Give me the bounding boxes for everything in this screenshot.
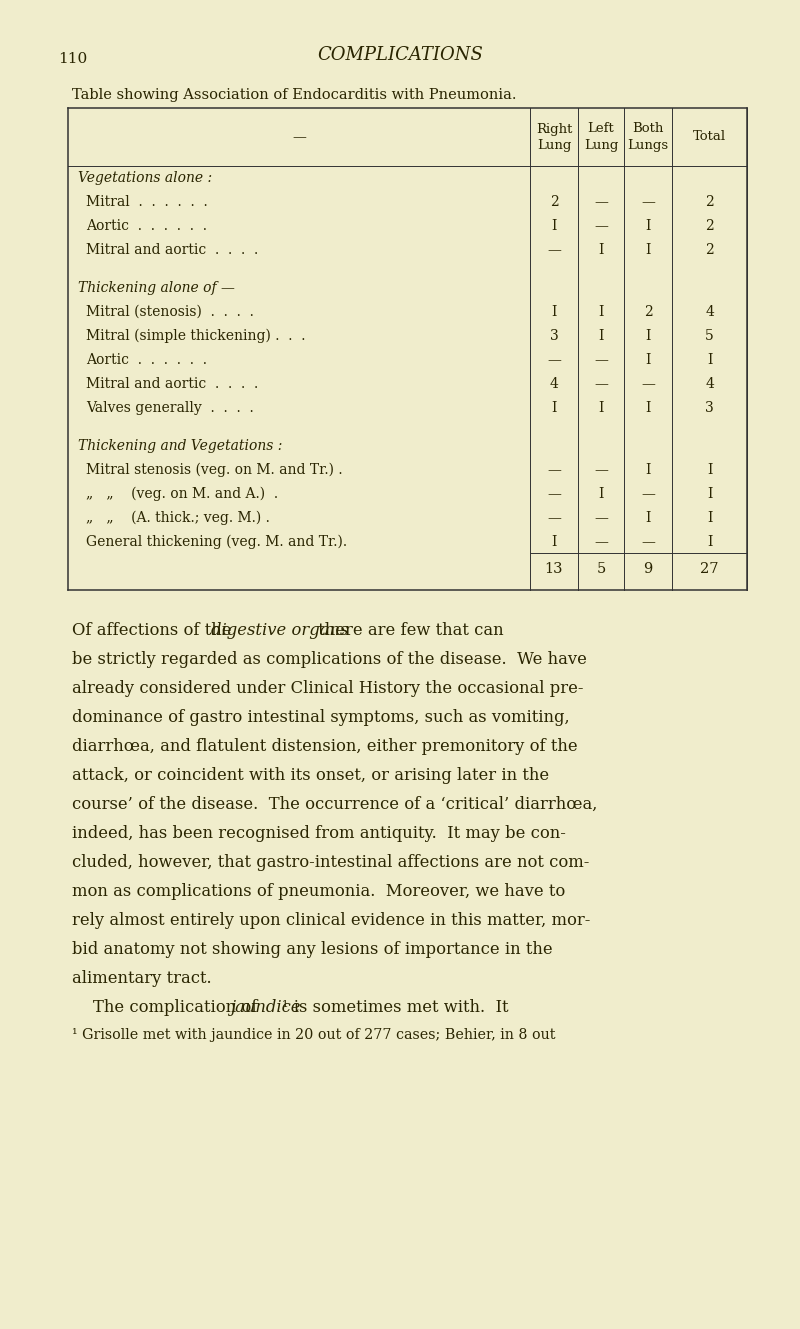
Text: 2: 2 (550, 195, 558, 209)
Text: 3: 3 (550, 330, 558, 343)
Text: rely almost entirely upon clinical evidence in this matter, mor-: rely almost entirely upon clinical evide… (72, 912, 590, 929)
Text: I: I (707, 462, 712, 477)
Text: I: I (598, 243, 604, 256)
Text: Aortic  .  .  .  .  .  .: Aortic . . . . . . (86, 354, 207, 367)
Text: I: I (551, 219, 557, 233)
Text: The complication of: The complication of (72, 999, 262, 1015)
Text: Thickening alone of —: Thickening alone of — (78, 280, 235, 295)
Text: Left
Lung: Left Lung (584, 122, 618, 152)
Text: 4: 4 (705, 304, 714, 319)
Text: dominance of gastro intestinal symptoms, such as vomiting,: dominance of gastro intestinal symptoms,… (72, 708, 570, 726)
Text: —: — (547, 510, 561, 525)
Text: I: I (707, 354, 712, 367)
Text: —: — (594, 462, 608, 477)
Text: —: — (547, 486, 561, 501)
Text: —: — (641, 536, 655, 549)
Text: diarrhœa, and flatulent distension, either premonitory of the: diarrhœa, and flatulent distension, eith… (72, 738, 578, 755)
Text: 13: 13 (545, 562, 563, 575)
Text: Mitral and aortic  .  .  .  .: Mitral and aortic . . . . (86, 377, 258, 391)
Text: 5: 5 (705, 330, 714, 343)
Text: —: — (641, 486, 655, 501)
Text: Valves generally  .  .  .  .: Valves generally . . . . (86, 401, 254, 415)
Text: Thickening and Vegetations :: Thickening and Vegetations : (78, 439, 282, 453)
Text: I: I (707, 510, 712, 525)
Text: —: — (594, 510, 608, 525)
Text: —: — (641, 195, 655, 209)
Text: Mitral (stenosis)  .  .  .  .: Mitral (stenosis) . . . . (86, 304, 254, 319)
Text: 2: 2 (705, 195, 714, 209)
Text: cluded, however, that gastro-intestinal affections are not com-: cluded, however, that gastro-intestinal … (72, 855, 590, 870)
Text: course’ of the disease.  The occurrence of a ‘critical’ diarrhœa,: course’ of the disease. The occurrence o… (72, 796, 598, 813)
Text: 9: 9 (643, 562, 653, 575)
Text: —: — (547, 354, 561, 367)
Text: Mitral stenosis (veg. on M. and Tr.) .: Mitral stenosis (veg. on M. and Tr.) . (86, 462, 342, 477)
Text: —: — (594, 219, 608, 233)
Text: I: I (646, 510, 650, 525)
Text: I: I (551, 536, 557, 549)
Text: —: — (594, 354, 608, 367)
Text: Vegetations alone :: Vegetations alone : (78, 171, 212, 185)
Text: bid anatomy not showing any lesions of importance in the: bid anatomy not showing any lesions of i… (72, 941, 553, 958)
Text: I: I (646, 354, 650, 367)
Text: Mitral and aortic  .  .  .  .: Mitral and aortic . . . . (86, 243, 258, 256)
Text: I: I (551, 401, 557, 415)
Text: ¹ Grisolle met with jaundice in 20 out of 277 cases; Behier, in 8 out: ¹ Grisolle met with jaundice in 20 out o… (72, 1029, 555, 1042)
Text: there are few that can: there are few that can (313, 622, 503, 639)
Text: I: I (707, 486, 712, 501)
Text: I: I (646, 219, 650, 233)
Text: —: — (594, 195, 608, 209)
Text: jaundice: jaundice (230, 999, 301, 1015)
Text: 27: 27 (700, 562, 718, 575)
Text: mon as complications of pneumonia.  Moreover, we have to: mon as complications of pneumonia. Moreo… (72, 882, 566, 900)
Text: „   „    (A. thick.; veg. M.) .: „ „ (A. thick.; veg. M.) . (86, 510, 270, 525)
Text: I: I (598, 401, 604, 415)
Text: digestive organs: digestive organs (210, 622, 348, 639)
Text: 3: 3 (705, 401, 714, 415)
Text: 4: 4 (550, 377, 558, 391)
Text: 2: 2 (644, 304, 652, 319)
Text: —: — (547, 462, 561, 477)
Text: I: I (646, 401, 650, 415)
Text: Total: Total (693, 130, 726, 144)
Text: already considered under Clinical History the occasional pre-: already considered under Clinical Histor… (72, 680, 583, 696)
Text: Of affections of the: Of affections of the (72, 622, 237, 639)
Text: attack, or coincident with its onset, or arising later in the: attack, or coincident with its onset, or… (72, 767, 549, 784)
Text: I: I (646, 330, 650, 343)
Text: indeed, has been recognised from antiquity.  It may be con-: indeed, has been recognised from antiqui… (72, 825, 566, 843)
Text: Right
Lung: Right Lung (536, 122, 572, 152)
Text: General thickening (veg. M. and Tr.).: General thickening (veg. M. and Tr.). (86, 534, 347, 549)
Text: 5: 5 (596, 562, 606, 575)
Text: COMPLICATIONS: COMPLICATIONS (317, 47, 483, 64)
Text: —: — (594, 377, 608, 391)
Text: Mitral (simple thickening) .  .  .: Mitral (simple thickening) . . . (86, 328, 306, 343)
Text: I: I (598, 486, 604, 501)
Text: alimentary tract.: alimentary tract. (72, 970, 212, 987)
Text: 2: 2 (705, 243, 714, 256)
Text: Aortic  .  .  .  .  .  .: Aortic . . . . . . (86, 219, 207, 233)
Text: I: I (707, 536, 712, 549)
Text: „   „    (veg. on M. and A.)  .: „ „ (veg. on M. and A.) . (86, 486, 278, 501)
Text: I: I (551, 304, 557, 319)
Text: be strictly regarded as complications of the disease.  We have: be strictly regarded as complications of… (72, 651, 587, 668)
Text: 2: 2 (705, 219, 714, 233)
Text: I: I (646, 243, 650, 256)
Text: —: — (594, 536, 608, 549)
Text: 4: 4 (705, 377, 714, 391)
Text: Table showing Association of Endocarditis with Pneumonia.: Table showing Association of Endocarditi… (72, 88, 517, 102)
Text: —: — (292, 130, 306, 144)
Text: Mitral  .  .  .  .  .  .: Mitral . . . . . . (86, 195, 208, 209)
Text: —: — (547, 243, 561, 256)
Text: Both
Lungs: Both Lungs (627, 122, 669, 152)
Text: I: I (598, 304, 604, 319)
Text: I: I (598, 330, 604, 343)
Text: I: I (646, 462, 650, 477)
Text: 110: 110 (58, 52, 87, 66)
Text: ¹ is sometimes met with.  It: ¹ is sometimes met with. It (282, 999, 508, 1015)
Text: —: — (641, 377, 655, 391)
